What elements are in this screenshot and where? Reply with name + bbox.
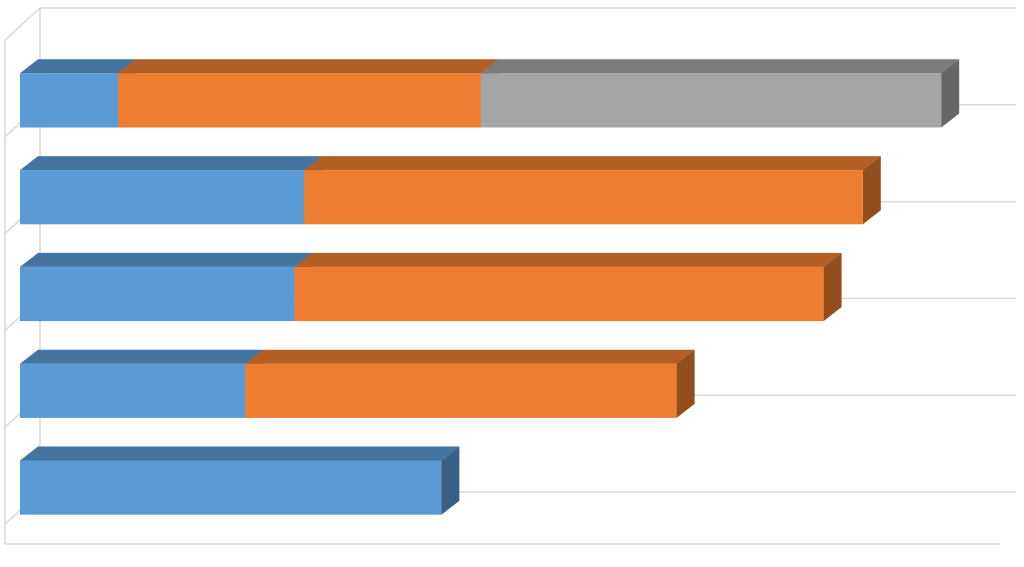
bar-front <box>20 460 442 515</box>
bar-top <box>20 349 264 364</box>
bar-top <box>118 59 499 74</box>
bar-top <box>294 252 842 267</box>
bar-top <box>20 446 460 461</box>
bar-front <box>20 73 118 128</box>
bar-side <box>441 446 460 515</box>
bar-front <box>245 363 677 418</box>
bar-top <box>20 156 323 171</box>
bar-side <box>676 349 695 418</box>
bar-front <box>294 266 824 322</box>
bar-front <box>480 73 942 128</box>
bar-front <box>20 266 295 322</box>
bar <box>20 252 313 322</box>
bar-top <box>480 59 960 74</box>
bar <box>245 349 695 418</box>
bar <box>304 156 881 225</box>
bar-side <box>862 156 881 225</box>
bar-front <box>304 170 863 225</box>
bar-front <box>20 170 305 225</box>
bar-top <box>245 349 695 364</box>
bar-side <box>823 252 842 322</box>
bar-top <box>20 59 136 74</box>
bar-front <box>20 363 246 418</box>
bar <box>20 156 323 225</box>
bar <box>118 59 499 128</box>
grid-line <box>4 7 41 41</box>
bar-top <box>304 156 881 171</box>
bar-top <box>20 252 313 267</box>
bar <box>20 349 264 418</box>
bar <box>294 252 842 322</box>
bar-front <box>118 73 481 128</box>
bar <box>480 59 960 128</box>
bar-side <box>941 59 960 128</box>
bar <box>20 446 460 515</box>
